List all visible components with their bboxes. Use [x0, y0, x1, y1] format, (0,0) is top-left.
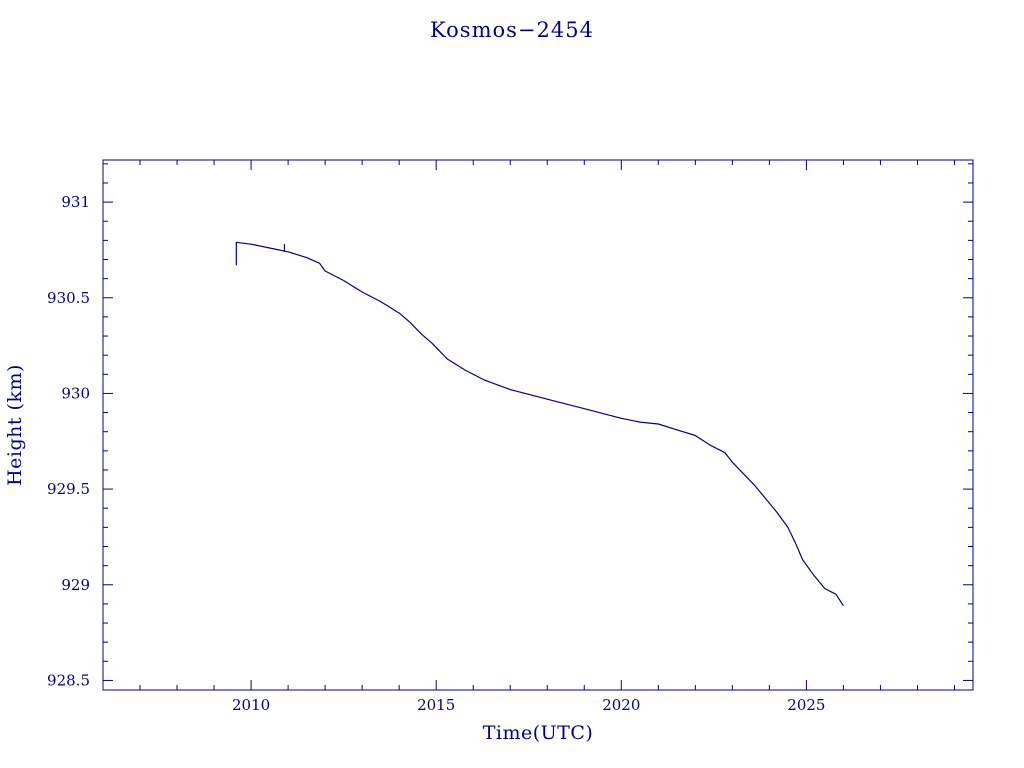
axis-ticks	[102, 160, 973, 690]
y-tick-label: 930.5	[47, 289, 90, 307]
tick-labels: 2010 2015 2020 2025 928.5 929 929.5 930 930.5 931	[47, 193, 825, 714]
x-tick-label: 2010	[232, 696, 270, 714]
y-axis-label: Height (km)	[4, 364, 26, 486]
y-tick-label: 930	[61, 384, 90, 402]
y-tick-label: 929	[61, 576, 90, 594]
plot-frame	[102, 159, 974, 691]
x-tick-label: 2025	[787, 696, 825, 714]
y-tick-label: 929.5	[47, 480, 90, 498]
y-tick-label: 928.5	[47, 671, 90, 689]
chart-title: Kosmos−2454	[430, 18, 594, 42]
y-tick-label: 931	[61, 193, 90, 211]
height-series-line	[236, 241, 844, 607]
x-axis-label: Time(UTC)	[483, 722, 594, 744]
x-tick-label: 2020	[602, 696, 640, 714]
x-tick-label: 2015	[417, 696, 455, 714]
series-layer	[235, 241, 844, 607]
